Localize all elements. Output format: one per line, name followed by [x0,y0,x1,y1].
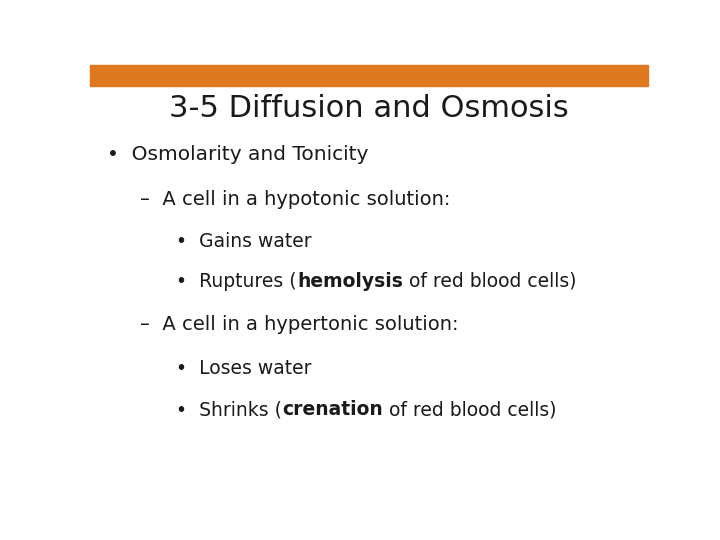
Text: –  A cell in a hypertonic solution:: – A cell in a hypertonic solution: [140,315,459,334]
Bar [90,65,648,86]
Text: of red blood cells): of red blood cells) [383,401,557,420]
Text: –  A cell in a hypotonic solution:: – A cell in a hypotonic solution: [140,191,451,210]
Text: •  Shrinks (: • Shrinks ( [176,401,282,420]
Text: crenation: crenation [282,401,383,420]
Text: hemolysis: hemolysis [297,272,403,291]
Text: of red blood cells): of red blood cells) [403,272,577,291]
Text: •  Gains water: • Gains water [176,232,312,251]
Text: 3-5 Diffusion and Osmosis: 3-5 Diffusion and Osmosis [169,94,569,123]
Text: •  Loses water: • Loses water [176,359,312,378]
Text: •  Osmolarity and Tonicity: • Osmolarity and Tonicity [107,145,368,164]
Text: •  Ruptures (: • Ruptures ( [176,272,297,291]
